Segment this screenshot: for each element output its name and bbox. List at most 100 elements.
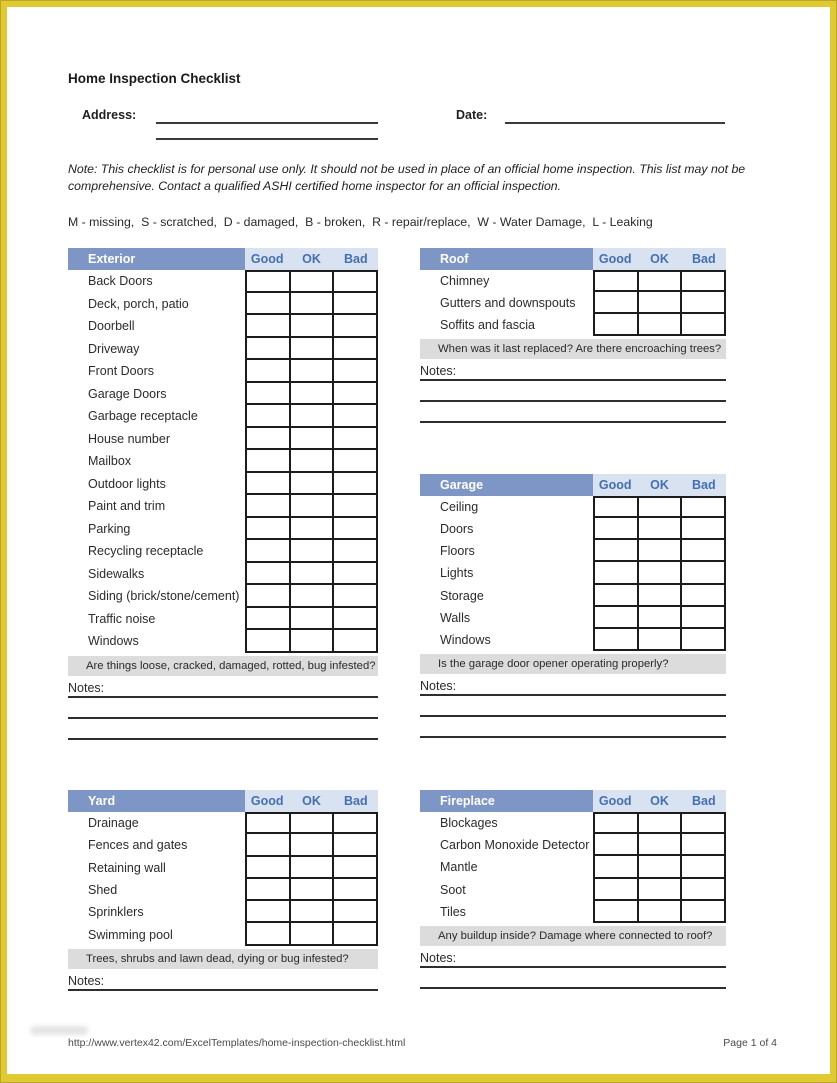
- checkbox-good[interactable]: [595, 856, 639, 879]
- checkbox-ok[interactable]: [290, 901, 335, 924]
- checkbox-ok[interactable]: [290, 585, 335, 608]
- checkbox-bad[interactable]: [334, 337, 379, 360]
- notes-line[interactable]: [68, 698, 378, 719]
- checkbox-bad[interactable]: [334, 878, 379, 902]
- checkbox-good[interactable]: [247, 315, 291, 338]
- checkbox-good[interactable]: [247, 812, 291, 835]
- checkbox-good[interactable]: [595, 314, 639, 336]
- checkbox-ok[interactable]: [290, 540, 335, 563]
- checkbox-good[interactable]: [595, 606, 639, 629]
- checkbox-ok[interactable]: [290, 630, 335, 653]
- checkbox-good[interactable]: [595, 812, 639, 835]
- checkbox-ok[interactable]: [638, 292, 683, 314]
- checkbox-bad[interactable]: [334, 562, 379, 585]
- checkbox-bad[interactable]: [334, 923, 379, 946]
- address-line-1[interactable]: [156, 122, 378, 124]
- checkbox-bad[interactable]: [334, 517, 379, 540]
- checkbox-bad[interactable]: [334, 472, 379, 495]
- checkbox-good[interactable]: [595, 584, 639, 607]
- checkbox-good[interactable]: [247, 337, 291, 360]
- checkbox-bad[interactable]: [682, 856, 727, 879]
- checkbox-bad[interactable]: [334, 270, 379, 293]
- checkbox-ok[interactable]: [638, 900, 683, 923]
- date-line[interactable]: [505, 122, 725, 124]
- checkbox-ok[interactable]: [290, 360, 335, 383]
- checkbox-bad[interactable]: [334, 901, 379, 924]
- checkbox-ok[interactable]: [638, 628, 683, 651]
- checkbox-bad[interactable]: [682, 270, 727, 292]
- checkbox-good[interactable]: [247, 427, 291, 450]
- checkbox-bad[interactable]: [334, 585, 379, 608]
- checkbox-good[interactable]: [595, 540, 639, 563]
- checkbox-good[interactable]: [247, 450, 291, 473]
- address-line-2[interactable]: [156, 138, 378, 140]
- notes-line[interactable]: [68, 719, 378, 740]
- checkbox-ok[interactable]: [290, 878, 335, 902]
- checkbox-bad[interactable]: [334, 360, 379, 383]
- checkbox-bad[interactable]: [334, 292, 379, 315]
- checkbox-good[interactable]: [595, 562, 639, 585]
- checkbox-bad[interactable]: [334, 450, 379, 473]
- checkbox-bad[interactable]: [334, 495, 379, 518]
- checkbox-bad[interactable]: [334, 382, 379, 405]
- checkbox-good[interactable]: [595, 878, 639, 901]
- checkbox-good[interactable]: [247, 923, 291, 946]
- checkbox-ok[interactable]: [290, 405, 335, 428]
- checkbox-ok[interactable]: [638, 314, 683, 336]
- checkbox-good[interactable]: [247, 834, 291, 857]
- notes-line[interactable]: [420, 717, 726, 738]
- checkbox-bad[interactable]: [334, 607, 379, 630]
- checkbox-ok[interactable]: [290, 495, 335, 518]
- notes-line[interactable]: [420, 402, 726, 423]
- checkbox-bad[interactable]: [334, 405, 379, 428]
- checkbox-bad[interactable]: [334, 315, 379, 338]
- checkbox-ok[interactable]: [290, 270, 335, 293]
- checkbox-good[interactable]: [247, 360, 291, 383]
- checkbox-ok[interactable]: [290, 337, 335, 360]
- checkbox-ok[interactable]: [638, 518, 683, 541]
- checkbox-good[interactable]: [247, 292, 291, 315]
- checkbox-ok[interactable]: [638, 606, 683, 629]
- checkbox-ok[interactable]: [290, 923, 335, 946]
- checkbox-ok[interactable]: [290, 856, 335, 879]
- checkbox-bad[interactable]: [682, 878, 727, 901]
- checkbox-ok[interactable]: [290, 607, 335, 630]
- checkbox-ok[interactable]: [290, 427, 335, 450]
- notes-line[interactable]: [420, 381, 726, 402]
- checkbox-good[interactable]: [247, 585, 291, 608]
- checkbox-ok[interactable]: [638, 562, 683, 585]
- checkbox-bad[interactable]: [682, 812, 727, 835]
- checkbox-good[interactable]: [595, 628, 639, 651]
- checkbox-ok[interactable]: [290, 382, 335, 405]
- checkbox-ok[interactable]: [638, 496, 683, 519]
- checkbox-ok[interactable]: [290, 472, 335, 495]
- checkbox-good[interactable]: [595, 834, 639, 857]
- checkbox-bad[interactable]: [334, 834, 379, 857]
- checkbox-ok[interactable]: [290, 517, 335, 540]
- notes-line[interactable]: [420, 968, 726, 989]
- checkbox-bad[interactable]: [682, 834, 727, 857]
- checkbox-bad[interactable]: [682, 292, 727, 314]
- checkbox-good[interactable]: [595, 496, 639, 519]
- checkbox-bad[interactable]: [682, 900, 727, 923]
- checkbox-bad[interactable]: [682, 540, 727, 563]
- checkbox-good[interactable]: [247, 856, 291, 879]
- checkbox-good[interactable]: [247, 382, 291, 405]
- checkbox-good[interactable]: [595, 270, 639, 292]
- checkbox-good[interactable]: [247, 495, 291, 518]
- checkbox-bad[interactable]: [682, 518, 727, 541]
- checkbox-good[interactable]: [595, 518, 639, 541]
- checkbox-ok[interactable]: [290, 834, 335, 857]
- checkbox-good[interactable]: [247, 901, 291, 924]
- checkbox-good[interactable]: [247, 405, 291, 428]
- checkbox-good[interactable]: [247, 270, 291, 293]
- checkbox-ok[interactable]: [638, 812, 683, 835]
- checkbox-bad[interactable]: [334, 856, 379, 879]
- checkbox-ok[interactable]: [638, 878, 683, 901]
- checkbox-good[interactable]: [247, 517, 291, 540]
- checkbox-ok[interactable]: [290, 812, 335, 835]
- checkbox-ok[interactable]: [638, 584, 683, 607]
- checkbox-good[interactable]: [595, 292, 639, 314]
- checkbox-ok[interactable]: [638, 540, 683, 563]
- checkbox-ok[interactable]: [290, 315, 335, 338]
